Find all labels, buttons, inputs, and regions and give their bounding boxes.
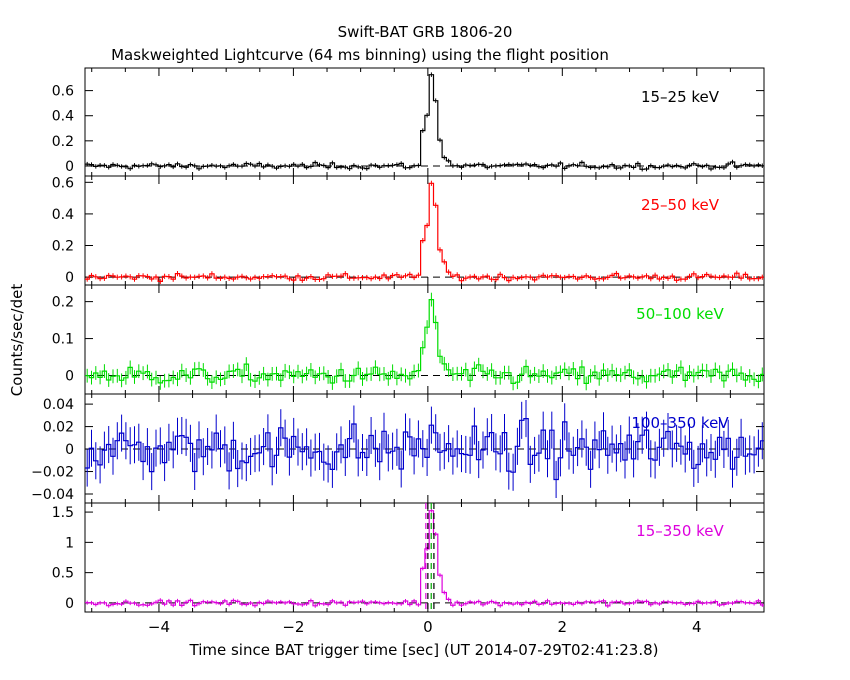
band-label: 50–100 keV — [636, 305, 724, 323]
y-tick-label: 0.2 — [52, 239, 74, 255]
x-tick-label: 4 — [692, 618, 702, 636]
y-tick-label: 0.5 — [52, 566, 74, 582]
x-tick-label: 0 — [423, 618, 433, 636]
band-label: 15–350 keV — [636, 522, 724, 540]
y-tick-label: 0.1 — [52, 332, 74, 348]
x-tick-label: −4 — [148, 618, 170, 636]
y-tick-label: 0.6 — [52, 84, 74, 100]
y-tick-label: 0.2 — [52, 295, 74, 311]
y-tick-label: −0.04 — [31, 487, 74, 503]
band-label: 100–350 keV — [631, 414, 729, 432]
panels-group: 0 0.2 0.4 0.6 15–25 keV 0 0.2 0.4 0.6 25–50 keV 0 0… — [31, 67, 765, 636]
lightcurve-series — [85, 182, 764, 282]
y-tick-label: 1 — [65, 535, 74, 551]
lightcurve-series — [85, 510, 764, 607]
y-tick-label: 0 — [65, 442, 74, 458]
y-tick-label: −0.02 — [31, 465, 74, 481]
y-tick-label: 0.04 — [43, 397, 74, 413]
y-tick-label: 1.5 — [52, 505, 74, 521]
panel-frame — [84, 502, 765, 613]
lightcurve-series — [85, 299, 764, 384]
x-axis-label: Time since BAT trigger time [sec] (UT 20… — [189, 641, 659, 659]
y-tick-label: 0.4 — [52, 109, 74, 125]
x-tick-label: −2 — [282, 618, 304, 636]
y-tick-label: 0 — [65, 270, 74, 286]
band-label: 15–25 keV — [641, 88, 720, 106]
y-tick-label: 0.02 — [43, 420, 74, 436]
y-tick-label: 0.6 — [52, 175, 74, 191]
x-tick-label: 2 — [558, 618, 568, 636]
lightcurve-series — [85, 418, 764, 481]
y-axis-label: Counts/sec/det — [8, 284, 26, 397]
chart-title: Swift-BAT GRB 1806-20 — [338, 23, 513, 41]
band-label: 25–50 keV — [641, 196, 720, 214]
y-tick-label: 0 — [65, 369, 74, 385]
y-tick-label: 0.4 — [52, 207, 74, 223]
error-bars — [86, 180, 763, 284]
y-tick-label: 0 — [65, 159, 74, 175]
lightcurve-series — [85, 74, 764, 170]
chart-subtitle: Maskweighted Lightcurve (64 ms binning) … — [111, 46, 609, 64]
y-tick-label: 0.2 — [52, 134, 74, 150]
y-tick-label: 0 — [65, 596, 74, 612]
